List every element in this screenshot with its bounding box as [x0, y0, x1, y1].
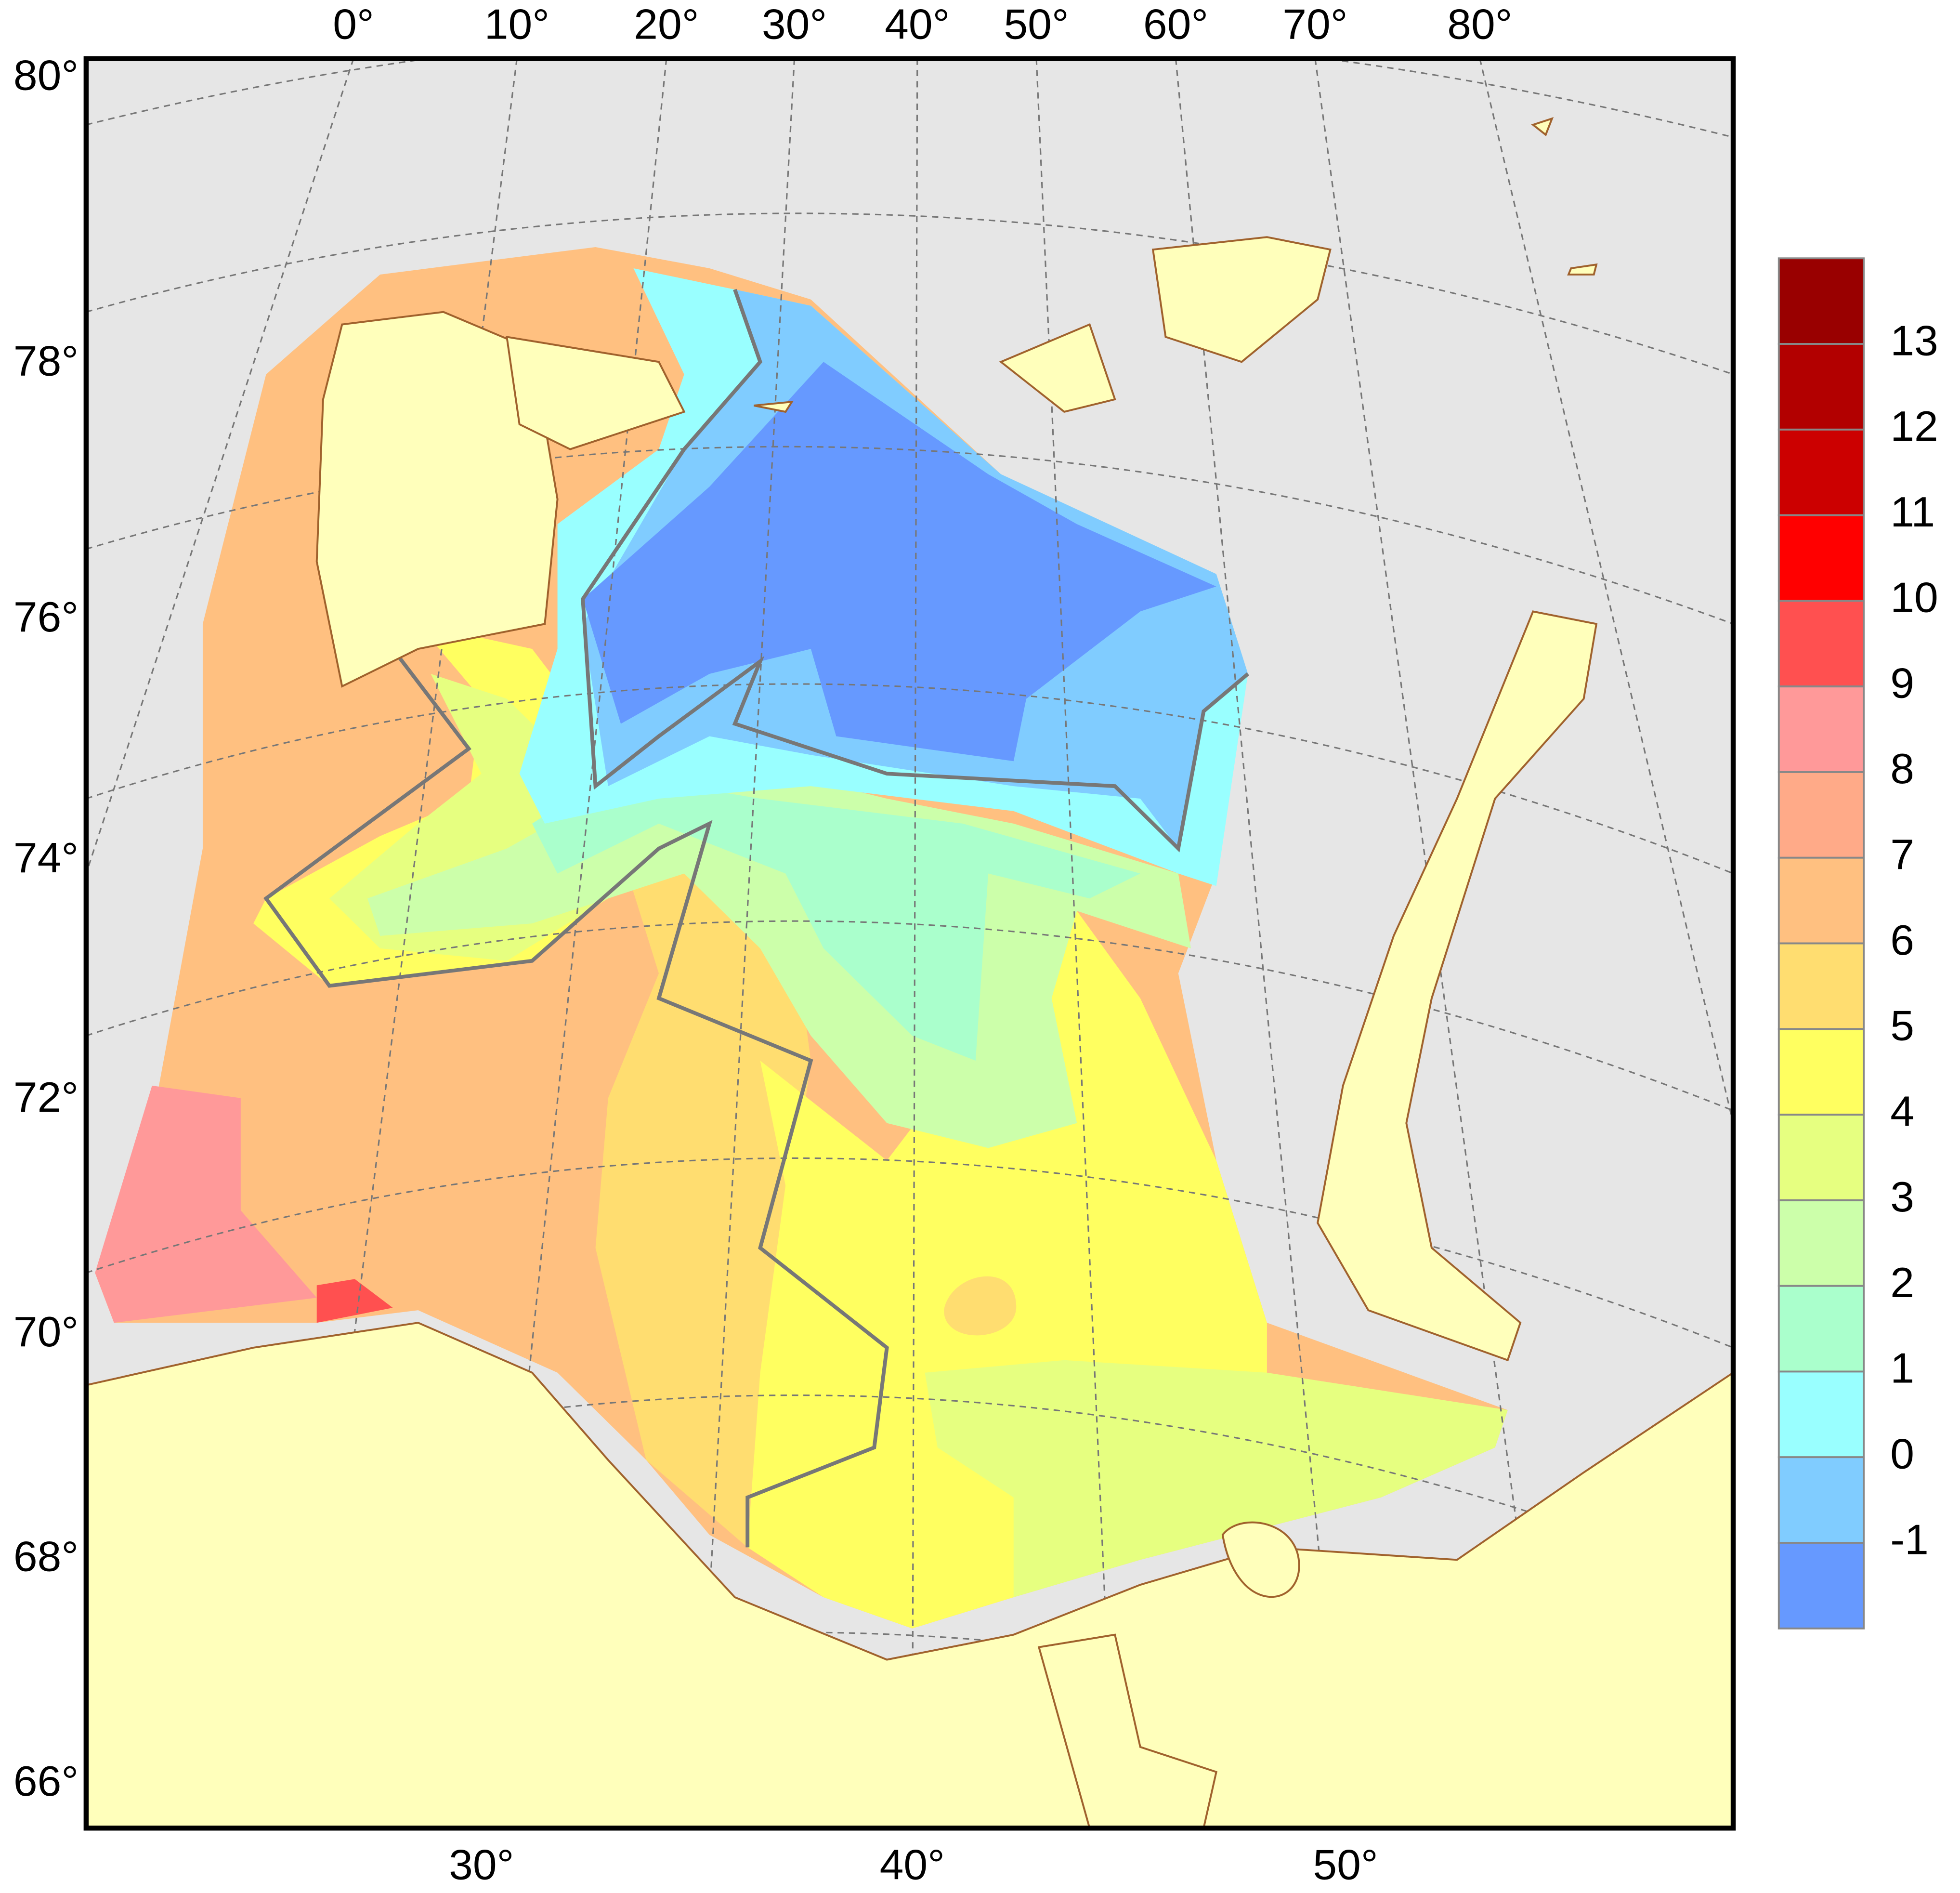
lat-label-left: 68°: [13, 1533, 78, 1580]
colorbar-swatch: [1777, 343, 1865, 431]
lat-label-left: 74°: [13, 834, 78, 881]
land: [86, 1322, 1734, 1828]
colorbar-label: 4: [1890, 1088, 1914, 1135]
colorbar-label: 13: [1890, 317, 1938, 364]
colorbar-label: 0: [1890, 1430, 1914, 1477]
lon-label-top: 60°: [1143, 0, 1208, 48]
land: [315, 311, 559, 688]
isotherm: [263, 647, 889, 1548]
colorbar-swatch: [1777, 600, 1865, 688]
colorbar-swatch: [1777, 1199, 1865, 1287]
land: [1037, 1633, 1217, 1828]
colorbar-label: 9: [1890, 659, 1914, 707]
field-9-10: [316, 1279, 393, 1323]
field-3-4: [925, 1360, 1508, 1598]
land: [506, 336, 686, 450]
colorbar-label: 2: [1890, 1259, 1914, 1306]
colorbar-swatch: [1777, 257, 1865, 345]
lon-label-top: 40°: [885, 0, 950, 48]
lat-label-left: 72°: [13, 1074, 78, 1121]
lat-label-left: 76°: [13, 593, 78, 640]
lon-label-top: 0°: [333, 0, 374, 48]
colorbar-label: 10: [1890, 574, 1938, 621]
colorbar-swatch: [1777, 1028, 1865, 1116]
colorbar-swatch: [1777, 685, 1865, 773]
field-1-2: [532, 774, 1140, 1061]
field-8-9: [95, 1085, 317, 1323]
colorbar-swatch: [1777, 428, 1865, 516]
colorbar-label: 6: [1890, 916, 1914, 963]
land: [753, 117, 1598, 413]
lon-label-top: 50°: [1004, 0, 1069, 48]
lon-label-bottom: 30°: [449, 1841, 514, 1888]
colorbar-swatch: [1777, 1542, 1865, 1630]
lon-label-top: 10°: [484, 0, 549, 48]
colorbar-swatch: [1777, 1456, 1865, 1544]
colorbar-swatch: [1777, 771, 1865, 859]
lat-label-left: 78°: [13, 337, 78, 384]
colorbar-label: 11: [1890, 488, 1935, 536]
lat-label-left: 70°: [13, 1308, 78, 1355]
colorbar-swatch: [1777, 1285, 1865, 1373]
land: [1317, 610, 1598, 1362]
colorbar-label: 8: [1890, 745, 1914, 792]
colorbar-label: 1: [1890, 1344, 1914, 1392]
lon-label-bottom: 40°: [880, 1841, 945, 1888]
graticule: [86, 58, 1734, 1823]
colorbar-label: 7: [1890, 831, 1914, 878]
lon-label-bottom: 50°: [1313, 1841, 1378, 1888]
land: [1221, 1521, 1300, 1598]
lon-label-top: 20°: [634, 0, 699, 48]
colorbar-swatch: [1777, 942, 1865, 1030]
map-frame: [83, 56, 1736, 1831]
lat-label-left: 80°: [13, 52, 78, 99]
lon-label-top: 30°: [762, 0, 827, 48]
colorbar-label: 5: [1890, 1002, 1914, 1049]
colorbar-swatch: [1777, 1114, 1865, 1201]
colorbar-swatch: [1777, 856, 1865, 945]
colorbar-label: -1: [1890, 1516, 1929, 1563]
field-below-minus1: [583, 362, 1216, 762]
colorbar-swatch: [1777, 1370, 1865, 1459]
field-5-6-spot: [944, 1276, 1017, 1336]
lat-label-left: 66°: [13, 1758, 78, 1805]
colorbar-swatch: [1777, 514, 1865, 602]
colorbar-label: 12: [1890, 403, 1938, 450]
lon-label-top: 70°: [1282, 0, 1347, 48]
lon-label-top: 80°: [1447, 0, 1512, 48]
map-body: [86, 58, 1734, 1828]
colorbar-label: 3: [1890, 1173, 1914, 1221]
